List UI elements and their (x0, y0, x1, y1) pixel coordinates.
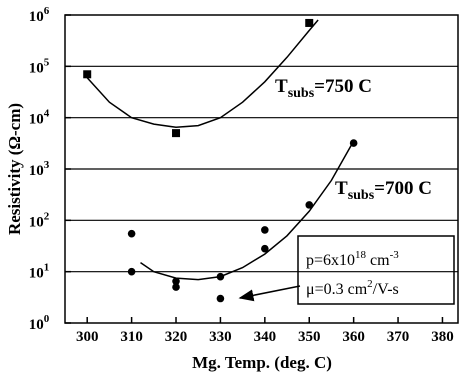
y-tick-label: 105 (29, 56, 50, 76)
annotation-rest: =700 C (374, 178, 432, 199)
y-tick-base: 10 (29, 266, 44, 282)
y-tick-label: 104 (29, 108, 50, 128)
annotation: Tsubs=700 C (335, 178, 432, 203)
box-segment: p=6x10 (306, 252, 355, 269)
annotation-main: T (335, 178, 348, 199)
point (172, 277, 180, 286)
box-segment: cm (366, 252, 390, 269)
x-axis-title: Mg. Temp. (deg. C) (192, 353, 332, 372)
annotation-box (297, 235, 455, 305)
y-tick-exponent: 4 (44, 108, 50, 120)
point (261, 244, 269, 253)
point (216, 294, 225, 303)
point (127, 267, 136, 276)
annotation: Tsubs=750 C (275, 76, 372, 101)
box-superscript: -3 (390, 249, 400, 261)
y-tick-base: 10 (29, 60, 44, 76)
point (305, 201, 314, 209)
annotation-sub: subs (348, 188, 375, 203)
y-tick-base: 10 (29, 214, 44, 230)
point (83, 70, 92, 79)
y-axis-title: Resistivity (Ω-cm) (5, 103, 24, 235)
y-tick-label: 102 (29, 210, 50, 230)
point (261, 226, 269, 234)
y-tick-exponent: 0 (44, 313, 50, 325)
annotation-rest: =750 C (314, 76, 372, 97)
x-tick-label: 310 (120, 329, 143, 345)
box-text: μ=0.3 cm2/V-s (306, 278, 399, 298)
point (172, 129, 181, 138)
x-tick-label: 370 (387, 329, 410, 345)
y-tick-label: 100 (29, 313, 50, 333)
point (127, 229, 136, 238)
annotation-sub: subs (288, 86, 315, 101)
x-tick-label: 350 (298, 329, 321, 345)
y-tick-base: 10 (29, 163, 44, 179)
x-tick-label: 330 (209, 329, 232, 345)
y-tick-base: 10 (29, 112, 44, 128)
y-tick-label: 106 (29, 5, 50, 25)
box-superscript: 18 (355, 249, 367, 261)
y-tick-exponent: 2 (44, 210, 50, 222)
y-tick-label: 103 (29, 159, 50, 179)
y-tick-base: 10 (29, 9, 44, 25)
fit-curve (140, 140, 355, 281)
box-text: p=6x1018 cm-3 (306, 249, 399, 269)
point (305, 18, 314, 27)
box-segment: μ=0.3 cm (306, 281, 368, 298)
box-segment: /V-s (373, 281, 399, 298)
y-tick-exponent: 5 (44, 56, 50, 68)
point (172, 283, 180, 291)
x-tick-label: 360 (342, 329, 365, 345)
x-tick-label: 340 (254, 329, 277, 345)
annotation-main: T (275, 76, 288, 97)
y-tick-base: 10 (29, 317, 44, 333)
y-tick-label: 101 (29, 262, 50, 282)
y-tick-exponent: 6 (44, 5, 50, 17)
y-tick-exponent: 1 (44, 262, 50, 274)
y-tick-exponent: 3 (44, 159, 50, 171)
x-tick-label: 380 (431, 329, 454, 345)
box-superscript: 2 (367, 278, 373, 290)
x-tick-label: 320 (165, 329, 188, 345)
arrow (238, 285, 301, 302)
x-tick-label: 300 (76, 329, 99, 345)
fit-curve (86, 19, 319, 129)
